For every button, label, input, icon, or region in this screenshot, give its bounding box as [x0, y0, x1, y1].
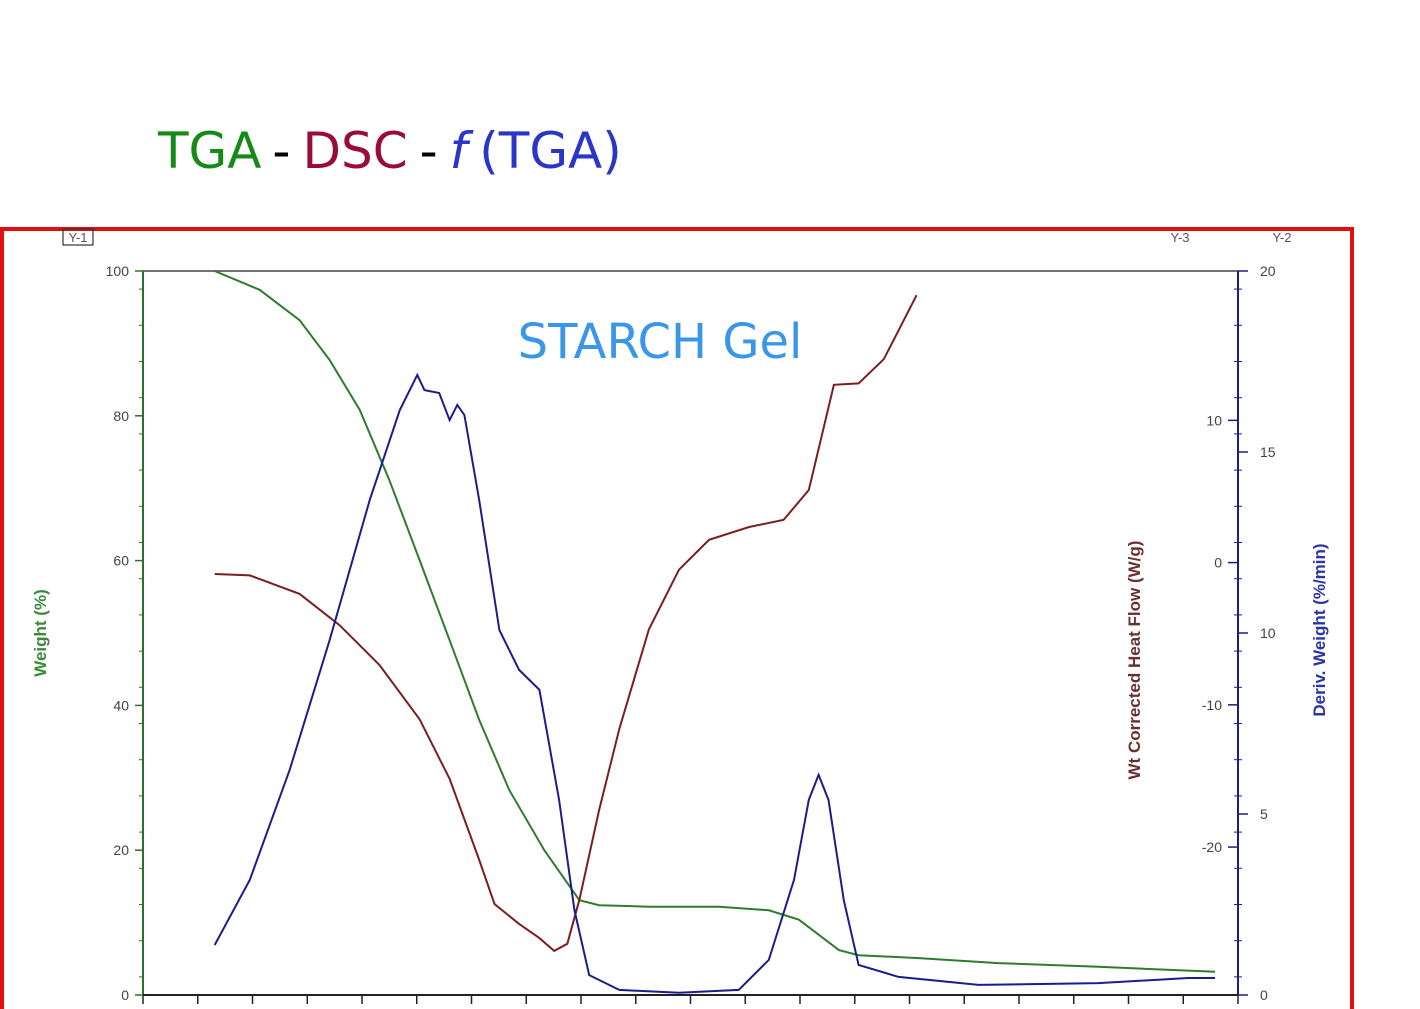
- y-tick-label: 20: [113, 842, 129, 858]
- y3-tick-label: 10: [1260, 625, 1276, 641]
- y2-tick-label: -10: [1202, 697, 1222, 713]
- y2-tick-label: 0: [1214, 555, 1222, 571]
- series-line: [214, 294, 918, 953]
- y-tick-label: 0: [121, 987, 129, 1003]
- y2-tick-label: -20: [1202, 839, 1222, 855]
- chart-frame: [0, 227, 1354, 1009]
- title-part: (TGA): [479, 122, 622, 180]
- y-axis-label: Weight (%): [31, 589, 50, 677]
- title-part: TGA: [157, 122, 261, 180]
- y2-axis-label: Wt Corrected Heat Flow (W/g): [1125, 541, 1144, 780]
- axis-tag: Y-1: [68, 230, 87, 245]
- y-tick-label: 100: [106, 263, 130, 279]
- series-line: [213, 372, 1215, 994]
- y2-tick-label: 10: [1206, 412, 1222, 428]
- title-part: -: [272, 122, 290, 180]
- tag-box: [62, 228, 94, 246]
- y3-tick-label: 5: [1260, 806, 1268, 822]
- title-part: -: [420, 122, 438, 180]
- chart-title: TGA - DSC - f (TGA): [157, 122, 622, 180]
- axis-tag: Y-3: [1170, 230, 1189, 245]
- y-tick-label: 60: [113, 553, 129, 569]
- y-tick-label: 80: [113, 408, 129, 424]
- y3-axis-label: Deriv. Weight (%/min): [1310, 543, 1329, 716]
- title-part: f: [450, 122, 474, 180]
- y3-tick-label: 20: [1260, 263, 1276, 279]
- title-part: DSC: [302, 122, 407, 180]
- y-tick-label: 40: [113, 697, 129, 713]
- axis-tag: Y-2: [1272, 230, 1291, 245]
- y3-tick-label: 15: [1260, 444, 1276, 460]
- annotation: STARCH Gel: [518, 314, 803, 370]
- y3-tick-label: 0: [1260, 987, 1268, 1003]
